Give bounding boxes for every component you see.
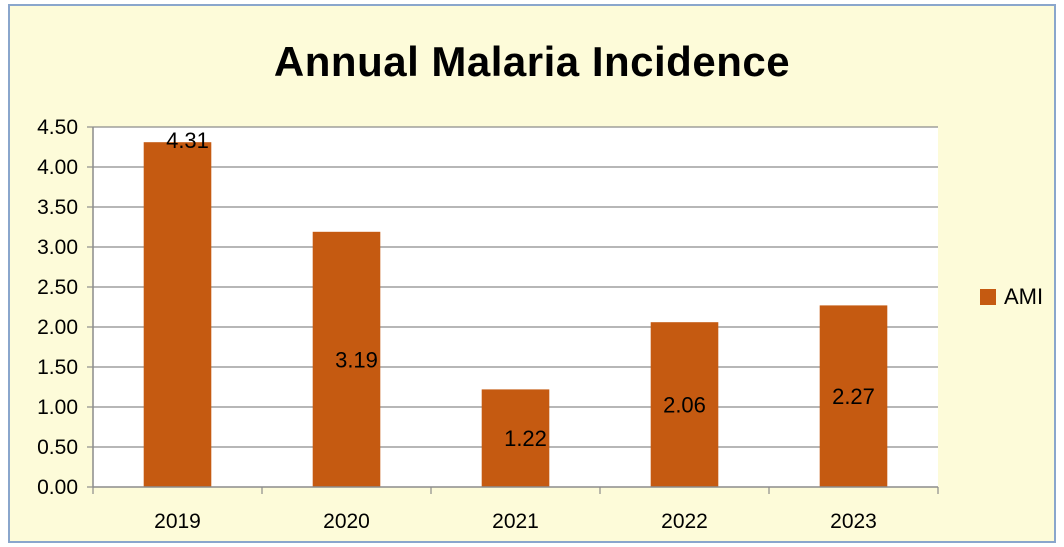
x-tick-label: 2023: [830, 510, 877, 533]
data-label: 1.22: [504, 426, 547, 451]
data-label: 3.19: [335, 347, 378, 372]
legend-swatch: [980, 289, 996, 305]
y-tick-label: 2.00: [37, 316, 78, 339]
data-labels: 4.31 3.19 1.22 2.06 2.27: [166, 128, 875, 451]
x-tick-labels: 2019 2020 2021 2022 2023: [154, 510, 877, 533]
data-label: 4.31: [166, 128, 209, 153]
data-label: 2.27: [832, 384, 875, 409]
legend-label: AMI: [1004, 284, 1044, 309]
legend: AMI: [980, 284, 1043, 310]
y-tick-label: 1.00: [37, 396, 78, 419]
y-tick-labels: 0.00 0.50 1.00 1.50 2.00 2.50 3.00 3.50 4.00 4.50: [37, 116, 78, 499]
x-tick-label: 2020: [323, 510, 370, 533]
x-tick-label: 2021: [492, 510, 539, 533]
bar: [481, 389, 550, 487]
bars: [143, 142, 888, 487]
y-tick-label: 3.00: [37, 236, 78, 259]
axes: [87, 126, 939, 494]
y-tick-label: 1.50: [37, 356, 78, 379]
y-tick-label: 3.50: [37, 196, 78, 219]
y-tick-label: 0.50: [37, 436, 78, 459]
gridlines: [93, 126, 938, 448]
y-tick-label: 0.00: [37, 476, 78, 499]
x-tick-label: 2019: [154, 510, 201, 533]
bar: [143, 142, 212, 487]
bar: [819, 305, 888, 487]
bar: [650, 322, 719, 487]
y-tick-label: 4.00: [37, 156, 78, 179]
x-tick-label: 2022: [661, 510, 708, 533]
chart-title: Annual Malaria Incidence: [273, 38, 791, 85]
data-label: 2.06: [663, 393, 706, 418]
bar: [312, 231, 381, 487]
y-tick-label: 4.50: [37, 116, 78, 139]
y-tick-label: 2.50: [37, 276, 78, 299]
